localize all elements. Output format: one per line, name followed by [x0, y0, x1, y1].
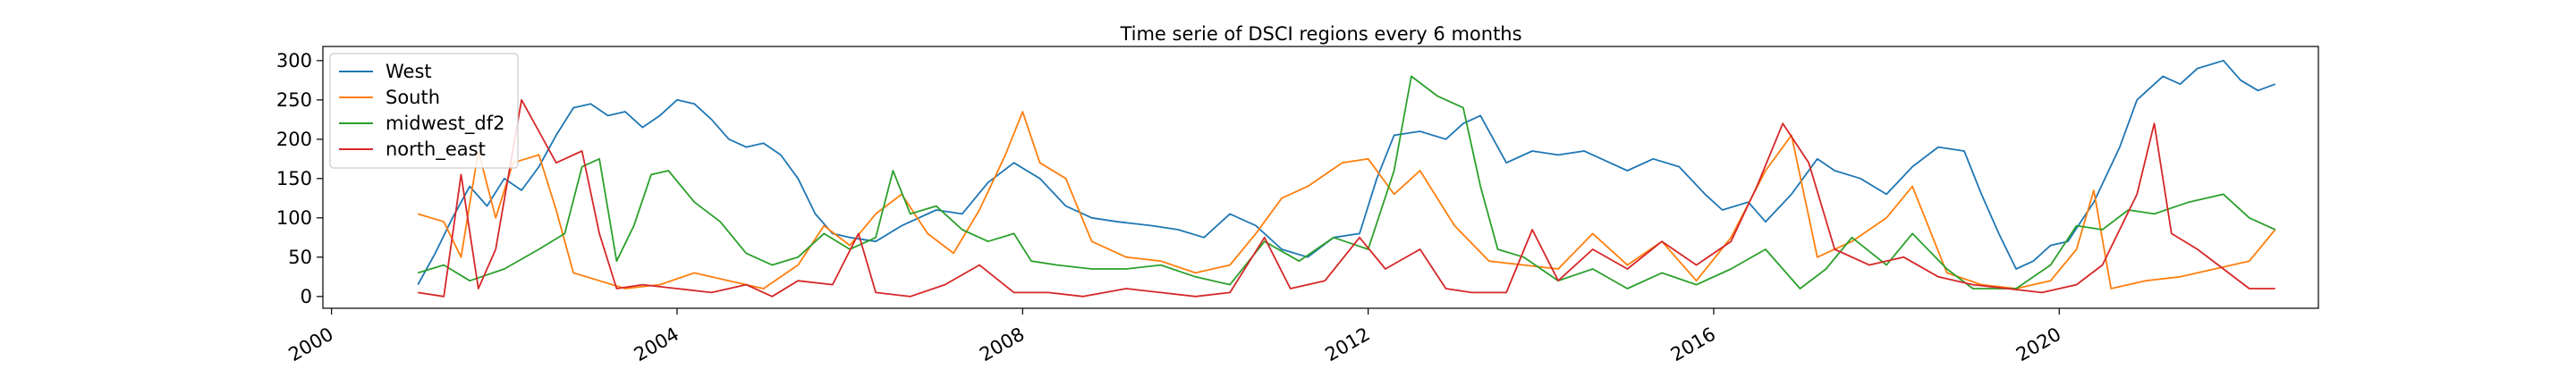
legend-box: [329, 53, 519, 169]
y-tick-label: 100: [276, 207, 312, 229]
legend-label: South: [386, 87, 440, 108]
y-tick-label: 250: [276, 89, 312, 111]
plot-frame: [322, 46, 2319, 309]
series-line-north-east: [418, 98, 2275, 298]
y-tick-label: 0: [301, 286, 312, 307]
y-axis: 0 50 100 150 200 250 300: [276, 50, 323, 307]
legend-label: midwest_df2: [386, 113, 504, 135]
y-tick-label: 50: [288, 247, 312, 268]
series-line-midwest-df2: [417, 75, 2276, 290]
y-tick-label: 300: [276, 50, 312, 71]
legend-label: north_east: [386, 138, 486, 161]
chart-title: Time serie of DSCI regions every 6 month…: [1119, 23, 1521, 45]
y-tick-label: 150: [276, 168, 312, 189]
legend-label: West: [386, 61, 432, 82]
legend: West South midwest_df2 north_east: [329, 53, 519, 169]
series-layer: [417, 59, 2276, 298]
y-tick-label: 200: [276, 129, 312, 150]
